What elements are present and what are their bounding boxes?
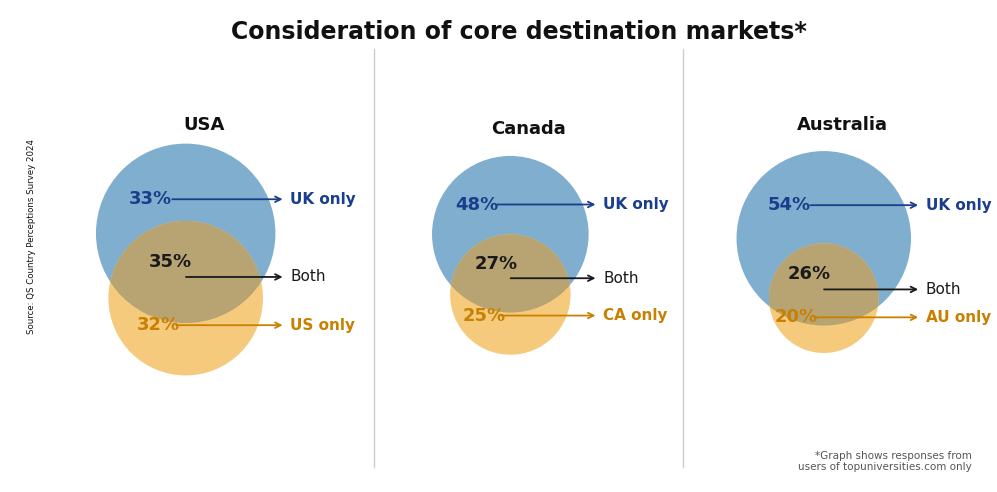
Text: AU only: AU only — [926, 310, 991, 325]
Circle shape — [450, 234, 570, 355]
Text: CA only: CA only — [603, 308, 668, 323]
Text: US only: US only — [290, 318, 355, 333]
Text: UK only: UK only — [603, 197, 669, 212]
Circle shape — [96, 144, 275, 323]
Text: 26%: 26% — [788, 266, 831, 283]
Circle shape — [109, 221, 263, 375]
Text: UK only: UK only — [290, 192, 356, 207]
Text: UK only: UK only — [926, 198, 992, 213]
Text: Consideration of core destination markets*: Consideration of core destination market… — [230, 20, 807, 44]
Circle shape — [737, 151, 911, 326]
Circle shape — [769, 244, 878, 353]
Text: *Graph shows responses from
users of topuniversities.com only: *Graph shows responses from users of top… — [799, 451, 972, 472]
Text: USA: USA — [183, 116, 225, 134]
Text: QS: QS — [55, 433, 87, 453]
Text: Both: Both — [290, 270, 326, 284]
Text: Source: QS Country Perceptions Survey 2024: Source: QS Country Perceptions Survey 20… — [27, 139, 37, 334]
Text: 33%: 33% — [130, 190, 172, 208]
Text: Both: Both — [603, 271, 639, 286]
Circle shape — [432, 156, 588, 312]
Text: Both: Both — [926, 282, 961, 297]
Text: Canada: Canada — [492, 120, 565, 138]
Text: 25%: 25% — [463, 307, 505, 325]
Circle shape — [109, 221, 263, 375]
Text: 20%: 20% — [775, 308, 818, 326]
Text: Australia: Australia — [797, 116, 888, 134]
Text: 54%: 54% — [768, 196, 811, 214]
Text: 27%: 27% — [475, 255, 517, 273]
Text: 35%: 35% — [150, 253, 192, 271]
Circle shape — [450, 234, 570, 355]
Text: 48%: 48% — [455, 195, 498, 214]
Circle shape — [769, 244, 878, 353]
Text: 32%: 32% — [137, 316, 179, 334]
